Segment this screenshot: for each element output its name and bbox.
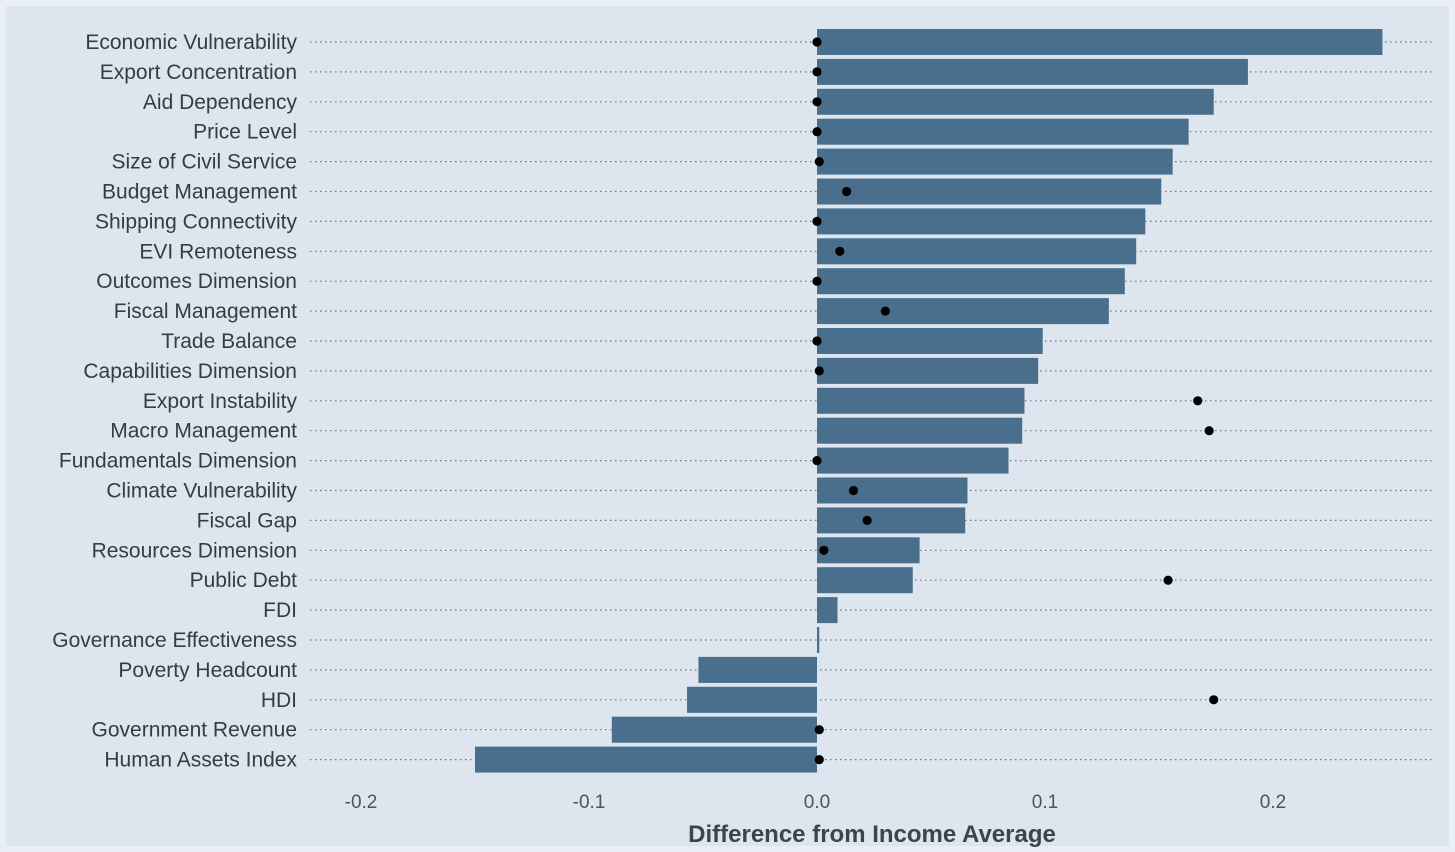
x-tick-label: -0.1 [573,792,606,813]
point-fiscal-gap [862,515,872,526]
point-evi-remoteness [835,246,845,256]
point-export-concentration [812,67,822,77]
category-label-size-of-civil-service: Size of Civil Service [111,151,297,174]
bar-economic-vulnerability [817,29,1383,55]
point-human-assets-index [814,755,824,765]
point-fundamentals-dimension [812,456,822,466]
bar-shipping-connectivity [817,208,1146,235]
category-label-outcomes-dimension: Outcomes Dimension [96,270,297,293]
bar-size-of-civil-service [817,148,1173,175]
point-capabilities-dimension [814,366,824,376]
bar-government-revenue [611,716,817,743]
bar-budget-management [817,178,1162,205]
bar-poverty-headcount [698,656,817,683]
point-shipping-connectivity [812,216,822,226]
point-aid-dependency [812,97,822,107]
bar-trade-balance [817,328,1043,354]
point-export-instability [1193,396,1203,406]
category-label-resources-dimension: Resources Dimension [92,539,297,562]
bar-hdi [687,686,817,713]
bar-fundamentals-dimension [817,447,1009,474]
category-label-climate-vulnerability: Climate Vulnerability [106,480,297,503]
category-label-macro-management: Macro Management [110,420,297,443]
bar-price-level [817,118,1189,145]
bar-public-debt [817,567,913,594]
category-label-export-concentration: Export Concentration [100,61,297,84]
point-trade-balance [812,336,822,346]
point-public-debt [1163,575,1173,585]
point-macro-management [1204,426,1214,436]
x-axis-ticks: -0.2 -0.1 0.0 0.1 0.2 [345,792,1287,813]
category-label-hdi: HDI [261,689,297,712]
category-label-government-revenue: Government Revenue [92,719,297,742]
bar-resources-dimension [817,537,920,564]
point-fiscal-management [880,306,891,316]
bar-fiscal-management [817,298,1109,325]
bar-capabilities-dimension [817,357,1039,384]
category-label-public-debt: Public Debt [190,569,298,592]
category-label-evi-remoteness: EVI Remoteness [139,240,297,263]
bar-human-assets-index [475,746,817,773]
category-label-human-assets-index: Human Assets Index [104,749,297,772]
point-hdi [1209,695,1219,705]
point-climate-vulnerability [848,485,859,496]
point-price-level [812,127,822,137]
point-resources-dimension [819,545,829,555]
category-labels: Economic Vulnerability Export Concentrati… [52,31,297,772]
point-economic-vulnerability [812,37,822,47]
bar-evi-remoteness [817,238,1137,265]
x-tick-label: -0.2 [345,792,378,813]
category-label-shipping-connectivity: Shipping Connectivity [95,210,297,233]
category-label-trade-balance: Trade Balance [161,330,297,353]
bars [475,29,1383,773]
x-tick-label: 0.1 [1032,792,1058,813]
bar-aid-dependency [817,88,1214,115]
bar-macro-management [817,417,1023,444]
category-label-fiscal-gap: Fiscal Gap [197,509,297,532]
bar-climate-vulnerability [817,477,968,504]
category-label-fdi: FDI [263,599,297,622]
point-size-of-civil-service [814,157,824,167]
x-tick-label: 0.2 [1260,792,1286,813]
bar-export-instability [817,387,1025,414]
category-label-fiscal-management: Fiscal Management [114,300,297,323]
point-outcomes-dimension [812,276,822,286]
category-label-capabilities-dimension: Capabilities Dimension [83,360,297,383]
category-label-export-instability: Export Instability [143,390,298,413]
bar-fiscal-gap [817,507,966,534]
category-label-aid-dependency: Aid Dependency [143,91,298,114]
points [812,37,1219,765]
category-label-governance-effectiveness: Governance Effectiveness [52,629,297,652]
category-label-price-level: Price Level [193,121,297,144]
point-government-revenue [814,725,824,735]
x-axis-title: Difference from Income Average [688,821,1056,848]
point-budget-management [842,186,852,197]
category-label-economic-vulnerability: Economic Vulnerability [85,31,297,54]
category-label-fundamentals-dimension: Fundamentals Dimension [59,450,297,473]
bar-export-concentration [817,58,1248,85]
bar-fdi [817,597,838,624]
category-label-poverty-headcount: Poverty Headcount [118,659,297,682]
bar-governance-effectiveness [817,627,820,653]
category-label-budget-management: Budget Management [102,181,297,204]
x-tick-label: 0.0 [804,792,830,813]
bar-outcomes-dimension [817,268,1125,295]
